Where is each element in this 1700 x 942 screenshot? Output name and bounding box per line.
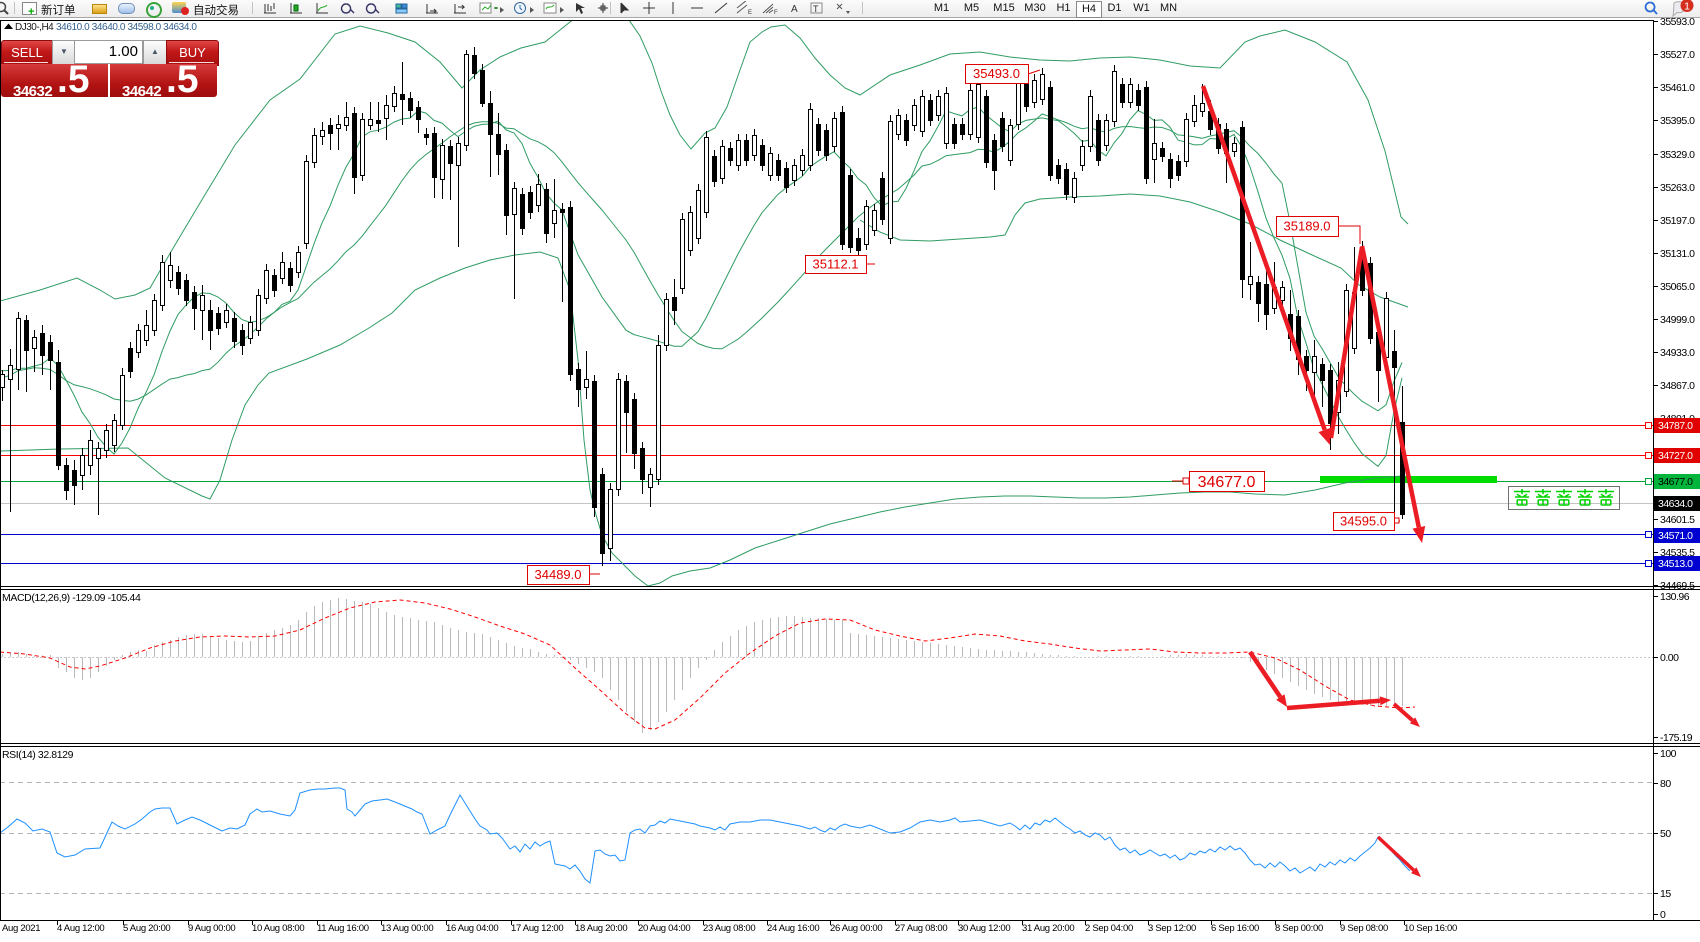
svg-text:RSI(14) 32.8129: RSI(14) 32.8129 — [2, 749, 74, 761]
svg-text:27 Aug 08:00: 27 Aug 08:00 — [895, 923, 947, 934]
svg-text:34489.0: 34489.0 — [535, 567, 582, 582]
svg-text:2 Sep 04:00: 2 Sep 04:00 — [1085, 923, 1133, 934]
svg-text:34677.0: 34677.0 — [1198, 474, 1256, 491]
svg-text:35461.0: 35461.0 — [1660, 82, 1695, 94]
svg-text:34933.0: 34933.0 — [1660, 347, 1695, 359]
svg-text:0.00: 0.00 — [1660, 652, 1679, 664]
svg-text:34469.5: 34469.5 — [1660, 580, 1695, 592]
svg-text:11 Aug 16:00: 11 Aug 16:00 — [317, 923, 369, 934]
svg-text:18 Aug 20:00: 18 Aug 20:00 — [575, 923, 627, 934]
svg-text:34634.0: 34634.0 — [1658, 498, 1693, 510]
svg-text:DJ30-,H4: DJ30-,H4 — [15, 22, 54, 33]
svg-text:34787.0: 34787.0 — [1658, 420, 1693, 432]
svg-text:23 Aug 08:00: 23 Aug 08:00 — [703, 923, 755, 934]
svg-text:T: T — [813, 4, 819, 14]
svg-text:3 Sep 12:00: 3 Sep 12:00 — [1148, 923, 1196, 934]
svg-text:35493.0: 35493.0 — [973, 66, 1020, 81]
svg-text:17 Aug 12:00: 17 Aug 12:00 — [511, 923, 563, 934]
svg-text:35189.0: 35189.0 — [1284, 219, 1331, 234]
svg-text:1: 1 — [1684, 1, 1690, 13]
svg-text:20 Aug 04:00: 20 Aug 04:00 — [638, 923, 690, 934]
svg-text:35395.0: 35395.0 — [1660, 115, 1695, 127]
svg-text:10 Aug 08:00: 10 Aug 08:00 — [252, 923, 304, 934]
svg-text:100: 100 — [1660, 748, 1677, 760]
svg-text:26 Aug 00:00: 26 Aug 00:00 — [830, 923, 882, 934]
svg-text:E: E — [748, 10, 752, 16]
svg-text:9 Aug 00:00: 9 Aug 00:00 — [188, 923, 235, 934]
svg-text:34727.0: 34727.0 — [1658, 450, 1693, 462]
svg-text:34999.0: 34999.0 — [1660, 314, 1695, 326]
svg-text:34571.0: 34571.0 — [1658, 530, 1693, 542]
svg-text:30 Aug 12:00: 30 Aug 12:00 — [958, 923, 1010, 934]
svg-text:24 Aug 16:00: 24 Aug 16:00 — [767, 923, 819, 934]
svg-text:31 Aug 20:00: 31 Aug 20:00 — [1022, 923, 1074, 934]
svg-text:35131.0: 35131.0 — [1660, 248, 1695, 260]
svg-text:8 Sep 00:00: 8 Sep 00:00 — [1275, 923, 1323, 934]
svg-text:35329.0: 35329.0 — [1660, 149, 1695, 161]
svg-text:50: 50 — [1660, 828, 1671, 840]
svg-text:35112.1: 35112.1 — [812, 257, 858, 272]
svg-text:4 Aug 12:00: 4 Aug 12:00 — [57, 923, 104, 934]
svg-text:5 Aug 20:00: 5 Aug 20:00 — [123, 923, 170, 934]
svg-text:0: 0 — [1660, 909, 1666, 921]
svg-text:MACD(12,26,9) -129.09 -105.44: MACD(12,26,9) -129.09 -105.44 — [2, 592, 141, 604]
svg-text:34677.0: 34677.0 — [1658, 476, 1693, 488]
svg-text:35065.0: 35065.0 — [1660, 281, 1695, 293]
svg-text:34513.0: 34513.0 — [1658, 558, 1693, 570]
svg-text:15: 15 — [1660, 888, 1671, 900]
svg-text:35197.0: 35197.0 — [1660, 215, 1695, 227]
svg-text:35263.0: 35263.0 — [1660, 182, 1695, 194]
svg-text:9 Sep 08:00: 9 Sep 08:00 — [1340, 923, 1388, 934]
svg-text:35593.0: 35593.0 — [1660, 16, 1695, 28]
svg-text:13 Aug 00:00: 13 Aug 00:00 — [381, 923, 433, 934]
svg-text:10 Sep 16:00: 10 Sep 16:00 — [1404, 923, 1457, 934]
svg-text:35527.0: 35527.0 — [1660, 49, 1695, 61]
svg-text:A: A — [791, 4, 798, 15]
svg-text:34595.0: 34595.0 — [1340, 514, 1387, 529]
svg-text:-175.19: -175.19 — [1660, 732, 1693, 744]
svg-text:34867.0: 34867.0 — [1660, 380, 1695, 392]
svg-text:6 Sep 16:00: 6 Sep 16:00 — [1211, 923, 1259, 934]
svg-text:16 Aug 04:00: 16 Aug 04:00 — [446, 923, 498, 934]
svg-text:F: F — [774, 10, 778, 16]
svg-text:130.96: 130.96 — [1660, 591, 1690, 603]
svg-text:34610.0 34640.0 34598.0 34634.: 34610.0 34640.0 34598.0 34634.0 — [56, 22, 197, 33]
svg-text:80: 80 — [1660, 778, 1671, 790]
svg-text:34601.5: 34601.5 — [1660, 514, 1695, 526]
svg-text:Aug 2021: Aug 2021 — [2, 923, 40, 934]
